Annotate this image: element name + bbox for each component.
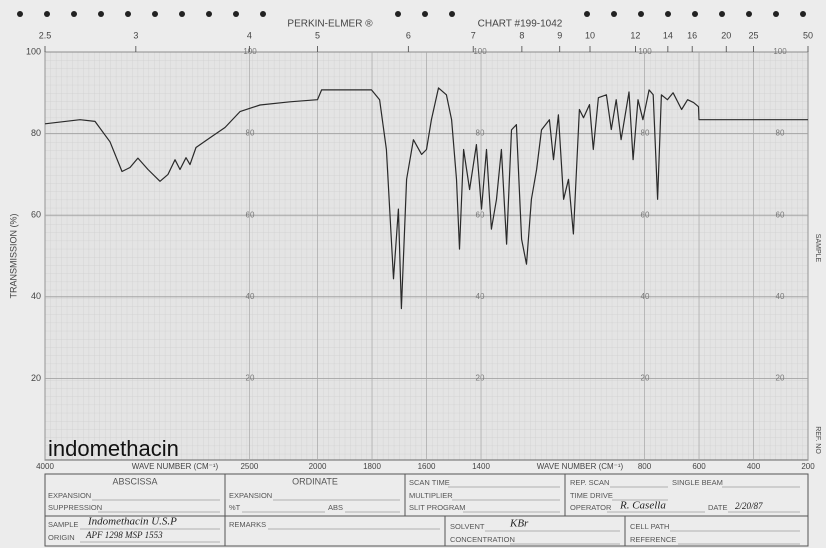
- form-label: OPERATOR: [570, 503, 612, 512]
- form-label: EXPANSION: [48, 491, 91, 500]
- form-label: CONCENTRATION: [450, 535, 515, 544]
- form-label: ORIGIN: [48, 533, 75, 542]
- y-tick-label: 20: [641, 374, 650, 383]
- y-tick-label: 80: [246, 129, 255, 138]
- y-tick-label: 60: [476, 210, 485, 219]
- form-label: TIME DRIVE: [570, 491, 613, 500]
- y-tick-label: 40: [641, 292, 650, 301]
- y-tick-label: 40: [776, 292, 785, 301]
- y-tick-label: 80: [641, 129, 650, 138]
- form-label: SUPPRESSION: [48, 503, 102, 512]
- x-tick-label: 600: [692, 462, 706, 471]
- x2-tick-label: 16: [687, 30, 697, 40]
- x2-tick-label: 10: [585, 30, 595, 40]
- x-tick-label: 800: [638, 462, 652, 471]
- form-label: ORDINATE: [292, 476, 338, 486]
- y-tick-label: 40: [476, 292, 485, 301]
- form-value: KBr: [509, 518, 529, 530]
- perforations: [17, 11, 806, 17]
- x-axis-label: WAVE NUMBER (CM⁻¹): [132, 462, 219, 471]
- y-tick-label: 100: [773, 47, 787, 56]
- x-tick-label: 4000: [36, 462, 54, 471]
- form-label: ABSCISSA: [112, 476, 157, 486]
- y-tick-label: 80: [476, 129, 485, 138]
- y-tick-label: 80: [776, 129, 785, 138]
- form-label: %T: [229, 503, 241, 512]
- x2-tick-label: 12: [630, 30, 640, 40]
- y-tick-label: 20: [246, 374, 255, 383]
- form-value: APF 1298 MSP 1553: [85, 530, 163, 540]
- x-tick-label: 2500: [240, 462, 258, 471]
- y-axis-label: TRANSMISSION (%): [8, 213, 18, 298]
- y-tick-label: 20: [476, 374, 485, 383]
- y-tick-label: 20: [776, 374, 785, 383]
- y-tick-label: 100: [243, 47, 257, 56]
- y-tick-label: 60: [776, 210, 785, 219]
- y-tick-label: 80: [31, 128, 41, 138]
- y-tick-label: 60: [246, 210, 255, 219]
- chart-number: CHART #199-1042: [478, 19, 563, 30]
- y-tick-label: 100: [473, 47, 487, 56]
- form-label: SLIT PROGRAM: [409, 503, 466, 512]
- form-label: MULTIPLIER: [409, 491, 453, 500]
- side-label: SAMPLE: [814, 234, 821, 263]
- x-axis-label: WAVE NUMBER (CM⁻¹): [537, 462, 624, 471]
- form-label: ABS: [328, 503, 343, 512]
- x2-tick-label: 4: [247, 30, 252, 40]
- form-label: EXPANSION: [229, 491, 272, 500]
- y-tick-label: 40: [246, 292, 255, 301]
- side-label: REF. NO: [814, 426, 821, 454]
- annotation: indomethacin: [48, 436, 179, 461]
- form-label: REMARKS: [229, 520, 266, 529]
- form-label: SINGLE BEAM: [672, 478, 723, 487]
- form-value: 2/20/87: [735, 501, 763, 511]
- y-tick-label: 100: [26, 46, 41, 56]
- form-value: Indomethacin U.S.P: [87, 516, 177, 528]
- form-value: R. Casella: [619, 500, 666, 512]
- x-tick-label: 1800: [363, 462, 381, 471]
- form: ABSCISSA EXPANSION SUPPRESSION ORDINATE …: [44, 473, 809, 547]
- x2-tick-label: 9: [557, 30, 562, 40]
- x2-tick-label: 5: [315, 30, 320, 40]
- x2-tick-label: 2.5: [39, 30, 52, 40]
- x-tick-label: 400: [747, 462, 761, 471]
- x2-tick-label: 20: [721, 30, 731, 40]
- form-label: SAMPLE: [48, 520, 78, 529]
- form-label: REP. SCAN: [570, 478, 609, 487]
- x-tick-label: 200: [801, 462, 815, 471]
- x2-tick-label: 25: [748, 30, 758, 40]
- x2-tick-label: 14: [663, 30, 673, 40]
- y-tick-label: 60: [31, 210, 41, 220]
- y-tick-label: 60: [641, 210, 650, 219]
- spectrum-line: [44, 87, 808, 310]
- x-tick-label: 1400: [472, 462, 490, 471]
- header: PERKIN-ELMER ®: [287, 19, 373, 30]
- x2-tick-label: 3: [133, 30, 138, 40]
- y-tick-label: 100: [638, 47, 652, 56]
- y-tick-label: 40: [31, 291, 41, 301]
- form-label: SCAN TIME: [409, 478, 450, 487]
- x2-tick-label: 6: [406, 30, 411, 40]
- x2-tick-label: 8: [519, 30, 524, 40]
- form-label: DATE: [708, 503, 727, 512]
- x-tick-label: 1600: [418, 462, 436, 471]
- form-label: CELL PATH: [630, 522, 669, 531]
- form-label: SOLVENT: [450, 522, 485, 531]
- x-tick-label: 2000: [309, 462, 327, 471]
- x2-tick-label: 50: [803, 30, 813, 40]
- y-tick-label: 20: [31, 373, 41, 383]
- form-label: REFERENCE: [630, 535, 676, 544]
- x2-tick-label: 7: [471, 30, 476, 40]
